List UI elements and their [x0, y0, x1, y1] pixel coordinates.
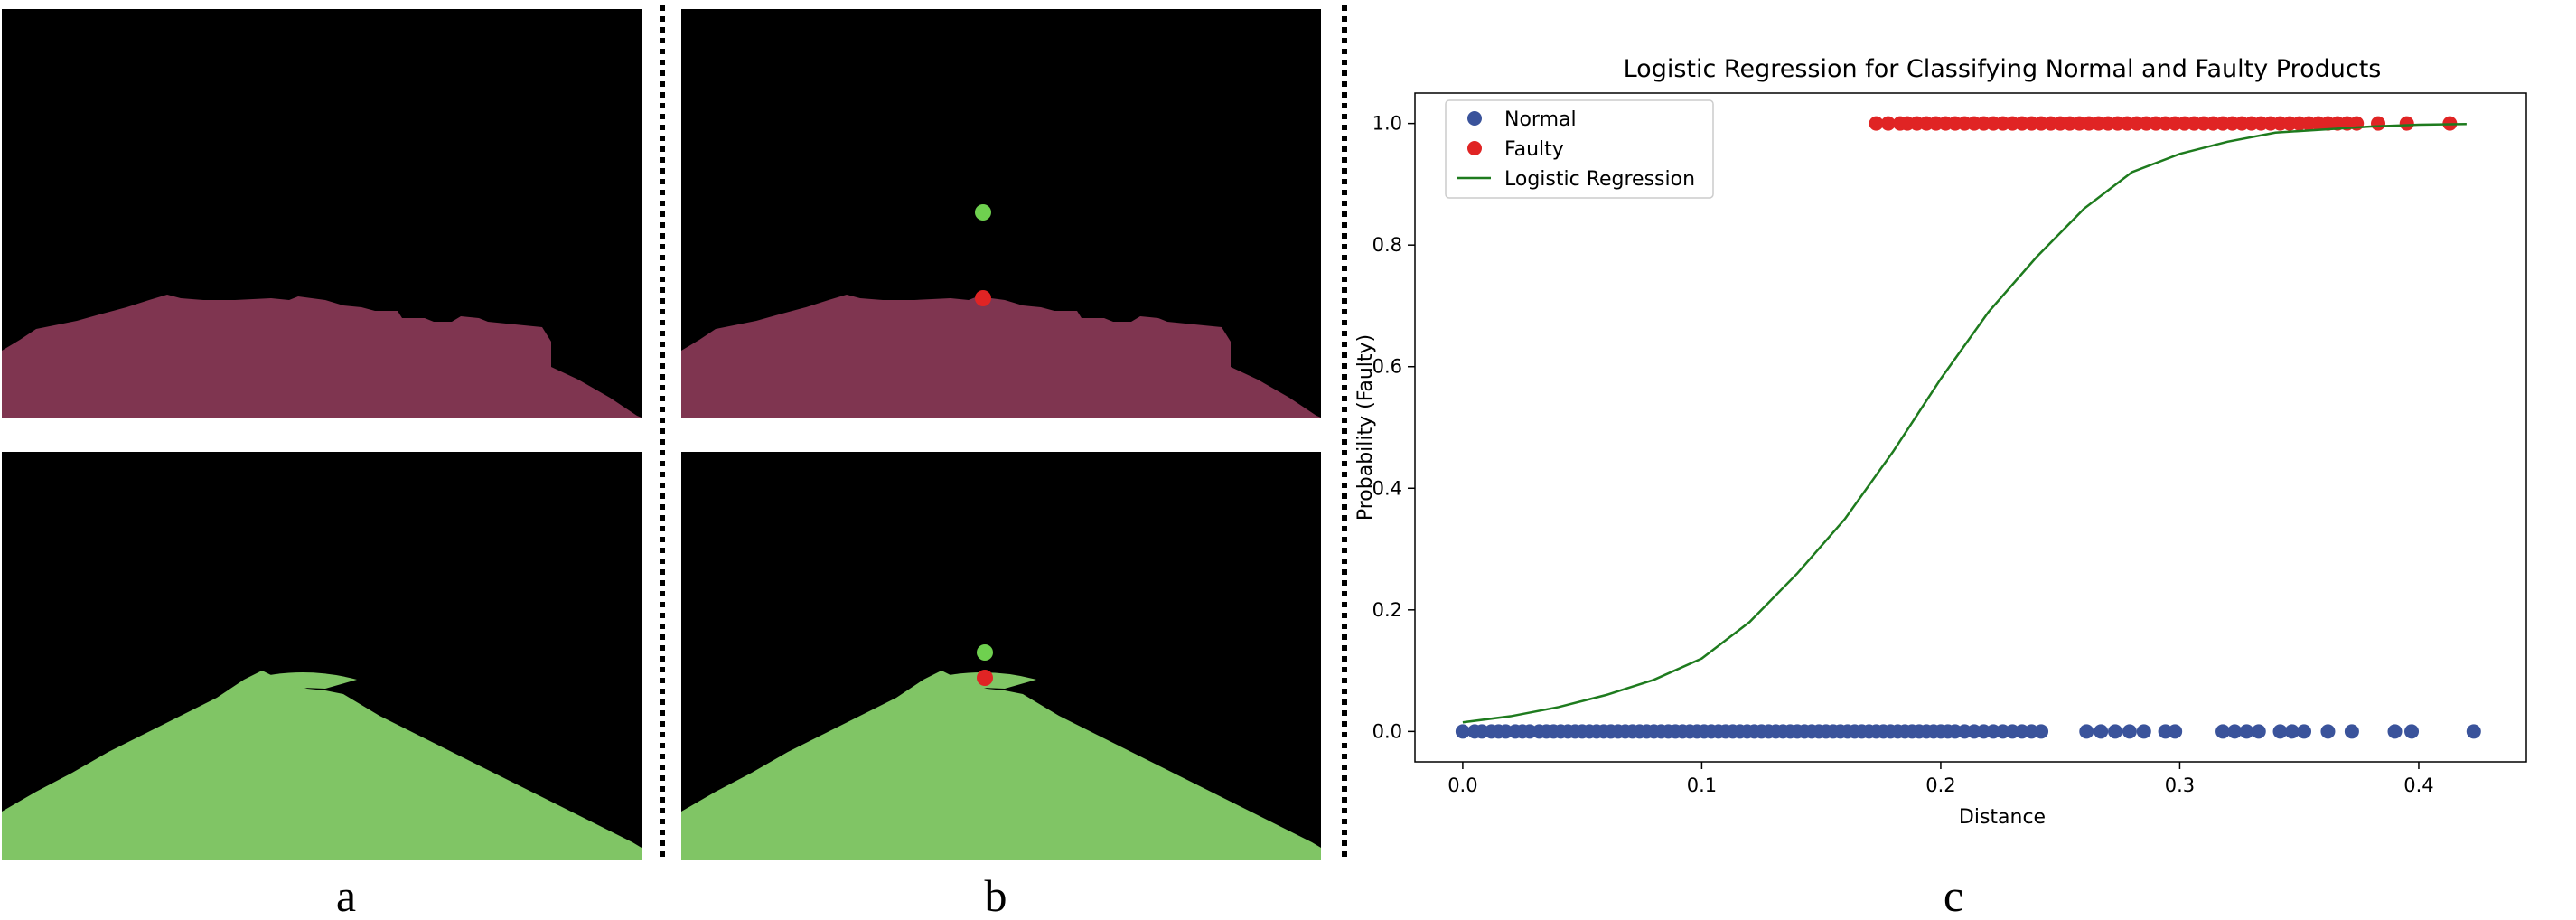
normal-point [2227, 724, 2243, 739]
normal-point [2034, 724, 2049, 739]
x-tick-label: 0.4 [2403, 774, 2433, 796]
panel-c-chart: Logistic Regression for Classifying Norm… [1354, 55, 2527, 829]
green-reference-marker [977, 644, 993, 661]
red-contact-marker [977, 670, 993, 686]
legend-regression-label: Logistic Regression [1504, 168, 1695, 191]
faulty-product-mask [681, 295, 1321, 418]
y-tick-label: 0.8 [1372, 234, 1402, 256]
y-tick-label: 0.6 [1372, 356, 1402, 378]
y-axis-label: Probability (Faulty) [1354, 334, 1377, 521]
legend: Normal Faulty Logistic Regression [1445, 99, 1714, 199]
y-tick-label: 0.4 [1372, 477, 1402, 499]
panel-a [2, 9, 642, 860]
plot-area: 0.0 0.1 0.2 0.3 0.4 0.0 0.2 0.4 0.6 0.8 1.0 [1372, 92, 2527, 796]
legend-faulty-marker [1467, 141, 1482, 155]
panel-b-top-image [681, 9, 1321, 418]
panel-label-a: a [336, 870, 356, 920]
normal-point [2344, 724, 2359, 739]
faulty-point [2399, 116, 2414, 131]
normal-point [2466, 724, 2481, 739]
x-tick-label: 0.2 [1925, 774, 1955, 796]
logistic-regression-curve [1462, 123, 2467, 724]
legend-faulty-label: Faulty [1504, 138, 1564, 161]
normal-point [2404, 724, 2420, 739]
panel-b-bottom-image [681, 452, 1321, 860]
y-tick-label: 0.2 [1372, 599, 1402, 621]
normal-point [2239, 724, 2254, 739]
normal-point [2215, 724, 2231, 739]
normal-point [2108, 724, 2123, 739]
normal-point [2136, 724, 2151, 739]
normal-point [2387, 724, 2403, 739]
y-tick-label: 0.0 [1372, 720, 1402, 742]
panel-label-c: c [1944, 870, 1963, 920]
normal-product-mask [2, 671, 642, 860]
normal-point [2168, 724, 2183, 739]
normal-product-mask [681, 671, 1321, 860]
legend-normal-label: Normal [1504, 108, 1577, 131]
y-axis: 0.0 0.2 0.4 0.6 0.8 1.0 [1372, 113, 1415, 742]
x-axis-label: Distance [1959, 806, 2046, 829]
normal-point [1455, 724, 1470, 739]
red-contact-marker [975, 290, 991, 306]
chart-title: Logistic Regression for Classifying Norm… [1624, 55, 2382, 83]
legend-normal-marker [1467, 111, 1482, 126]
normal-point [2272, 724, 2288, 739]
green-reference-marker [975, 204, 991, 221]
normal-point [2251, 724, 2266, 739]
x-axis: 0.0 0.1 0.2 0.3 0.4 [1447, 762, 2434, 796]
plot-frame [1414, 92, 2527, 763]
normal-point [2284, 724, 2300, 739]
x-tick-label: 0.3 [2165, 774, 2195, 796]
normal-point [2320, 724, 2336, 739]
panel-b [681, 9, 1321, 860]
legend-box [1445, 99, 1714, 199]
normal-point [2122, 724, 2137, 739]
panel-a-bottom-image [2, 452, 642, 860]
faulty-point [1880, 116, 1896, 131]
faulty-point [2371, 116, 2385, 131]
y-tick-label: 1.0 [1372, 113, 1402, 135]
x-tick-label: 0.0 [1447, 774, 1477, 796]
panel-label-b: b [985, 870, 1007, 920]
x-tick-label: 0.1 [1687, 774, 1717, 796]
series-layer [1455, 116, 2481, 739]
faulty-point [1869, 116, 1884, 131]
normal-point [2297, 724, 2311, 739]
series-normal [1455, 724, 2481, 739]
faulty-product-mask [2, 295, 642, 418]
normal-product-mask-peak [248, 672, 357, 689]
normal-point [2094, 724, 2109, 739]
series-faulty [1869, 116, 2458, 131]
normal-point [2079, 724, 2094, 739]
panel-a-top-image [2, 9, 642, 418]
